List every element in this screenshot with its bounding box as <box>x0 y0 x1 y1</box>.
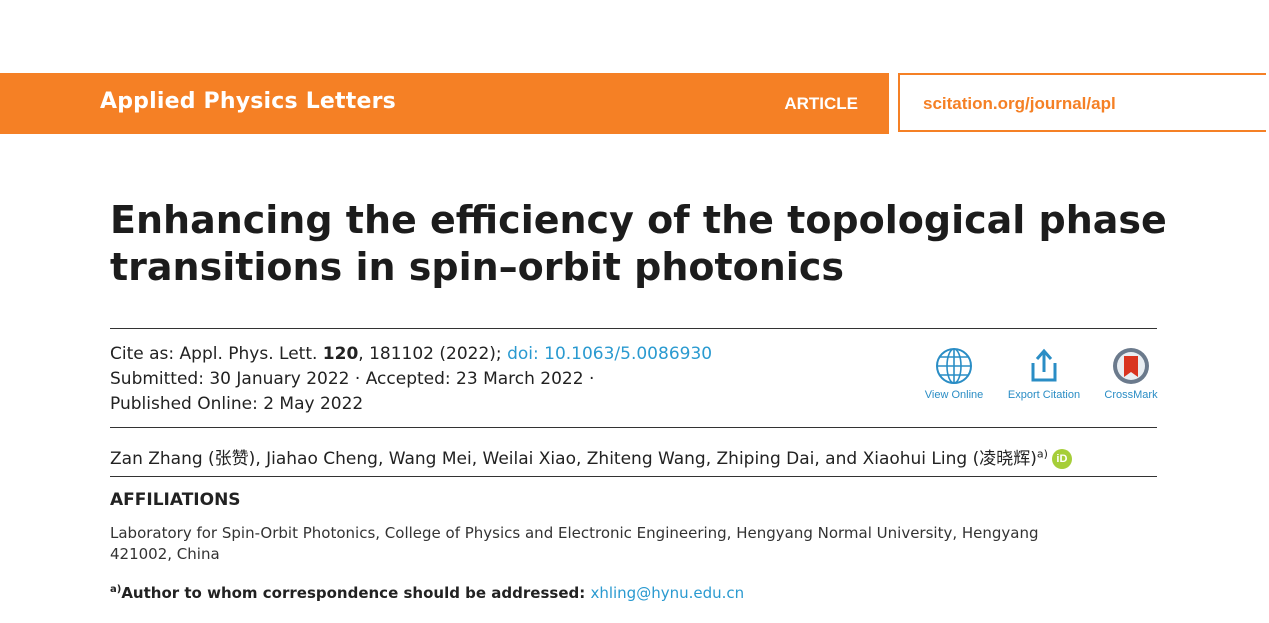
affiliations-heading: AFFILIATIONS <box>110 490 241 510</box>
cite-pages: , 181102 (2022); <box>358 344 508 364</box>
correspondence-mark: a) <box>110 584 122 595</box>
cite-volume: 120 <box>322 344 359 364</box>
article-title: Enhancing the efficiency of the topologi… <box>110 198 1167 289</box>
article-type-label: ARTICLE <box>784 94 858 113</box>
orcid-icon[interactable]: iD <box>1051 449 1072 469</box>
export-icon <box>1031 348 1057 382</box>
export-citation-label: Export Citation <box>1007 389 1081 401</box>
journal-url-box: scitation.org/journal/apl <box>898 73 1266 132</box>
cite-prefix: Cite as: Appl. Phys. Lett. <box>110 344 323 364</box>
globe-icon <box>936 348 972 384</box>
correspondence-note: a)Author to whom correspondence should b… <box>110 584 744 602</box>
correspondence-label: Author to whom correspondence should be … <box>121 584 591 602</box>
author-names: Zan Zhang (张赞), Jiahao Cheng, Wang Mei, … <box>110 449 1037 469</box>
view-online-button[interactable]: View Online <box>909 347 999 401</box>
cite-line: Cite as: Appl. Phys. Lett. 120, 181102 (… <box>110 342 712 367</box>
author-footnote-mark: a) <box>1036 447 1048 461</box>
crossmark-label: CrossMark <box>1104 389 1158 401</box>
correspondence-email-link[interactable]: xhling@hynu.edu.cn <box>590 584 745 602</box>
journal-name: Applied Physics Letters <box>100 89 396 114</box>
published-line: Published Online: 2 May 2022 <box>110 394 364 414</box>
citation-block: Cite as: Appl. Phys. Lett. 120, 181102 (… <box>110 342 712 417</box>
divider-bottom <box>110 476 1157 477</box>
author-list: Zan Zhang (张赞), Jiahao Cheng, Wang Mei, … <box>110 444 1072 469</box>
crossmark-button[interactable]: CrossMark <box>1086 347 1176 401</box>
divider-middle <box>110 427 1157 428</box>
crossmark-icon <box>1113 348 1149 384</box>
submitted-line: Submitted: 30 January 2022 · Accepted: 2… <box>110 369 595 389</box>
divider-top <box>110 328 1157 329</box>
doi-link[interactable]: doi: 10.1063/5.0086930 <box>507 344 713 364</box>
journal-url-link[interactable]: scitation.org/journal/apl <box>923 94 1116 113</box>
view-online-label: View Online <box>924 389 984 401</box>
journal-banner: Applied Physics Letters ARTICLE <box>0 73 889 134</box>
affiliation-text: Laboratory for Spin-Orbit Photonics, Col… <box>110 524 1039 563</box>
export-citation-button[interactable]: Export Citation <box>999 347 1089 401</box>
